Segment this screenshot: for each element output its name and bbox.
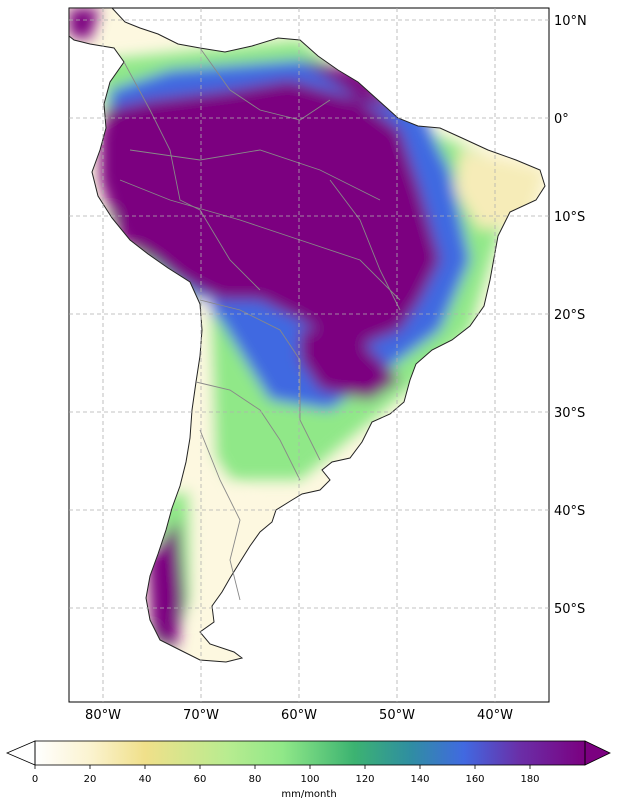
longitude-labels: 80°W 70°W 60°W 50°W 40°W <box>85 708 513 723</box>
colorbar-tick-label: 120 <box>355 774 374 785</box>
lat-label: 20°S <box>554 308 585 323</box>
colorbar-tick-label: 100 <box>300 774 319 785</box>
colorbar-tick-label: 140 <box>410 774 429 785</box>
lat-label: 50°S <box>554 602 585 617</box>
lat-label: 30°S <box>554 406 585 421</box>
colorbar-min-extend <box>5 740 36 766</box>
colorbar-tick-label: 60 <box>194 774 207 785</box>
lon-label: 60°W <box>281 708 317 723</box>
colorbar-gradient <box>35 741 585 765</box>
lat-label: 10°N <box>554 14 587 29</box>
lat-label: 0° <box>554 112 569 127</box>
colorbar-max-extend <box>584 740 611 766</box>
lat-label: 10°S <box>554 210 585 225</box>
colorbar-tick-label: 0 <box>32 774 38 785</box>
lon-label: 70°W <box>183 708 219 723</box>
colorbar-label: mm/month <box>281 789 336 800</box>
lon-label: 50°W <box>379 708 415 723</box>
colorbar-tick-label: 180 <box>520 774 539 785</box>
country-borders <box>119 47 401 601</box>
lon-label: 80°W <box>85 708 121 723</box>
lon-label: 40°W <box>477 708 513 723</box>
lat-label: 40°S <box>554 504 585 519</box>
gridlines <box>69 8 549 702</box>
colorbar-tick-label: 20 <box>84 774 97 785</box>
colorbar-tick-label: 80 <box>249 774 262 785</box>
latitude-labels: 10°N 0° 10°S 20°S 30°S 40°S 50°S <box>554 14 587 617</box>
colorbar-tick-label: 40 <box>139 774 152 785</box>
colorbar: 0 20 40 60 80 100 120 140 160 180 mm/mon… <box>5 740 611 800</box>
colorbar-tick-label: 160 <box>465 774 484 785</box>
